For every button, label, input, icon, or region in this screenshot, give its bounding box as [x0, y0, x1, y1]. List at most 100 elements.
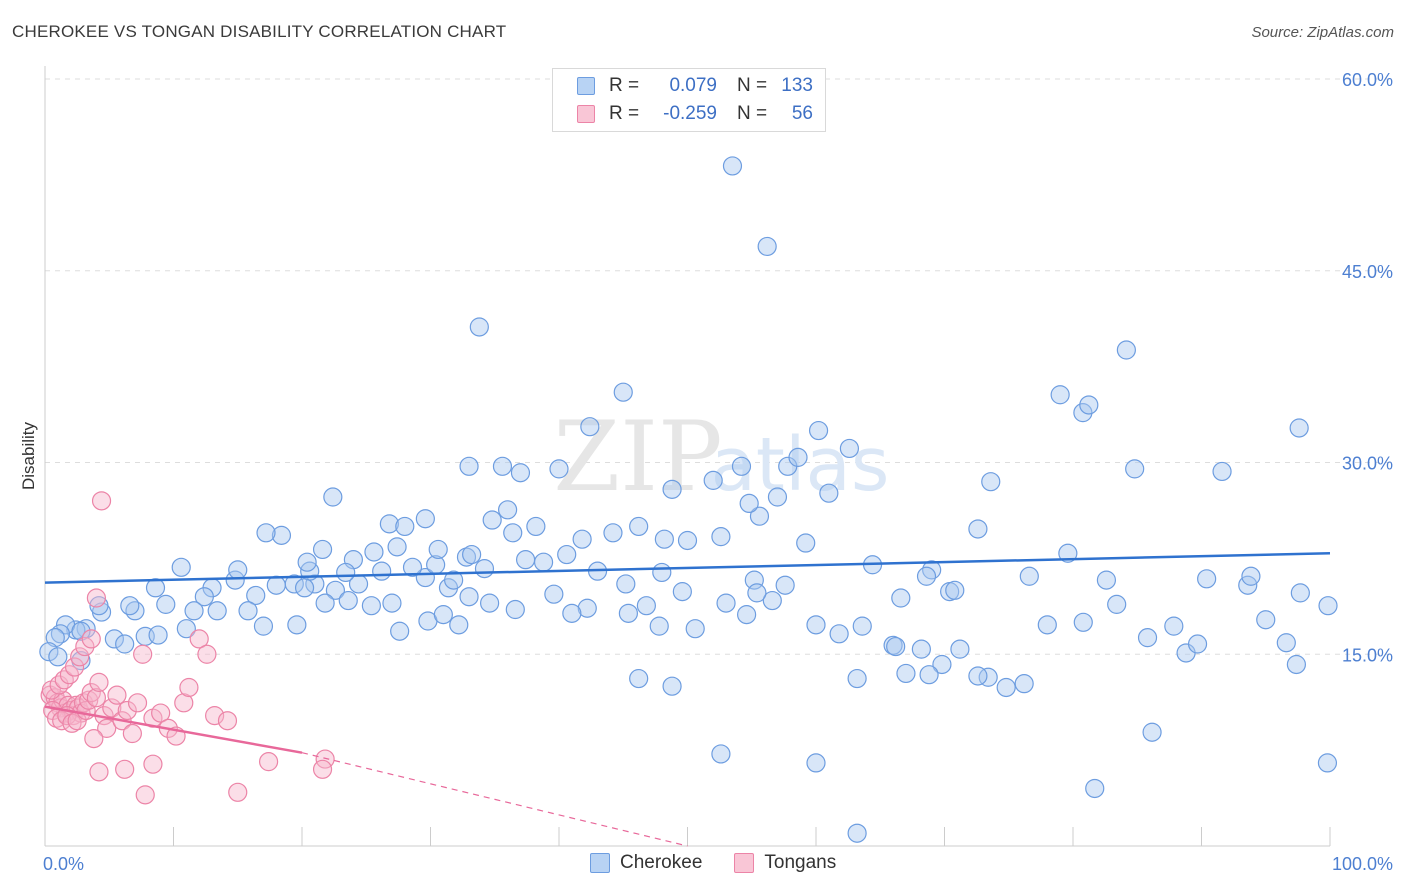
tongans-point: [62, 713, 82, 733]
cherokee-point: [125, 601, 145, 621]
tick-labels: 15.0% 30.0% 45.0% 60.0% 0.0% 100.0%: [43, 70, 1393, 874]
cherokee-point: [1241, 566, 1261, 586]
cherokee-point: [839, 438, 860, 459]
cherokee-point: [649, 616, 669, 636]
cherokee-point: [1058, 543, 1078, 563]
cherokee-point: [629, 668, 649, 689]
legend-item-tongans: Tongans: [734, 852, 836, 874]
cherokee-point: [1137, 628, 1158, 648]
cherokee-point: [775, 575, 795, 595]
cherokee-point: [747, 583, 767, 603]
tongans-point: [133, 644, 153, 664]
watermark-zip: ZIP: [553, 401, 722, 513]
legend-n-label: N =: [737, 103, 768, 124]
cherokee-point: [338, 590, 358, 611]
tongans-point: [258, 752, 279, 772]
cherokee-point: [1286, 654, 1306, 675]
tongans-point: [197, 644, 217, 664]
y-tick-label: 45.0%: [1342, 262, 1393, 282]
chart-title: CHEROKEE VS TONGAN DISABILITY CORRELATIO…: [12, 22, 507, 41]
cherokee-point: [618, 603, 638, 623]
cherokee-point: [449, 615, 469, 635]
tongans-point: [189, 629, 209, 649]
tongans-point: [228, 782, 248, 802]
cherokee-point: [1073, 612, 1093, 632]
cherokee-point: [428, 539, 448, 560]
cherokee-point: [1116, 340, 1136, 360]
cherokee-point: [852, 616, 872, 636]
cherokee-point: [45, 628, 65, 648]
cherokee-point: [847, 668, 867, 689]
cherokee-point: [176, 619, 196, 639]
cherokee-point: [361, 596, 381, 616]
y-axis-label: Disability: [19, 421, 38, 490]
cherokee-point: [1096, 570, 1117, 590]
cherokee-point: [662, 676, 682, 696]
cherokee-point: [503, 523, 523, 543]
cherokee-point: [636, 596, 656, 616]
cherokee-point: [662, 479, 682, 499]
cherokee-point: [1212, 461, 1232, 482]
trend-lines: [44, 552, 1331, 847]
cherokee-point: [315, 593, 335, 613]
cherokee-point: [115, 634, 135, 654]
tongans-point: [217, 711, 238, 731]
cherokee-point: [364, 542, 384, 562]
cherokee-point: [1107, 594, 1127, 614]
cherokee-point: [616, 574, 636, 594]
cherokee-point: [194, 587, 214, 607]
cherokee-point: [919, 665, 939, 685]
cherokee-point: [336, 562, 356, 583]
cherokee-point: [886, 636, 906, 657]
legend-n-value: 133: [781, 75, 813, 96]
tongans-swatch: [734, 853, 755, 873]
cherokee-point: [757, 236, 777, 257]
cherokee-point: [145, 578, 166, 598]
cherokee-point: [685, 619, 705, 639]
tongans-point: [86, 688, 107, 708]
cherokee-point: [266, 575, 286, 595]
tongans-point: [102, 698, 122, 718]
series-legend: Cherokee Tongans: [590, 852, 868, 874]
cherokee-point: [444, 570, 464, 590]
cherokee-point: [1125, 459, 1145, 479]
cherokee-point: [498, 500, 518, 520]
cherokee-point: [819, 483, 839, 503]
cherokee-point: [652, 562, 672, 583]
tongans-point: [75, 636, 95, 657]
tongans-point: [86, 588, 107, 608]
cherokee-point: [629, 516, 649, 537]
cherokee-point: [968, 519, 988, 539]
cherokee-point: [562, 603, 582, 623]
tongans-point: [107, 685, 127, 705]
cherokee-point: [672, 582, 692, 602]
cherokee-point: [1037, 615, 1057, 635]
cherokee-point: [1317, 753, 1338, 773]
cherokee-point: [387, 537, 407, 557]
tongans-point: [151, 703, 171, 723]
cherokee-point: [1014, 674, 1034, 694]
cherokee-point: [891, 588, 911, 608]
cherokee-point: [1085, 778, 1105, 799]
cherokee-point: [1290, 583, 1310, 603]
watermark-atlas: atlas: [711, 422, 890, 508]
tongans-trend-line: [44, 705, 303, 754]
cherokee-point: [767, 487, 788, 507]
cherokee-point: [482, 510, 502, 530]
grid-lines: [45, 78, 1395, 655]
tongans-point: [174, 693, 194, 713]
cherokee-point: [722, 156, 743, 176]
tongans-point: [79, 690, 99, 710]
cherokee-point: [911, 639, 931, 659]
cherokee-point: [1318, 596, 1338, 616]
cherokee-point: [806, 615, 826, 635]
cherokee-point: [305, 574, 325, 594]
cherokee-point: [459, 456, 479, 476]
cherokee-point: [379, 514, 399, 534]
cherokee-point: [50, 624, 71, 644]
cherokee-point: [312, 539, 333, 560]
cherokee-point: [1187, 634, 1208, 654]
legend-item-cherokee: Cherokee: [590, 852, 702, 874]
cherokee-point: [253, 616, 274, 636]
